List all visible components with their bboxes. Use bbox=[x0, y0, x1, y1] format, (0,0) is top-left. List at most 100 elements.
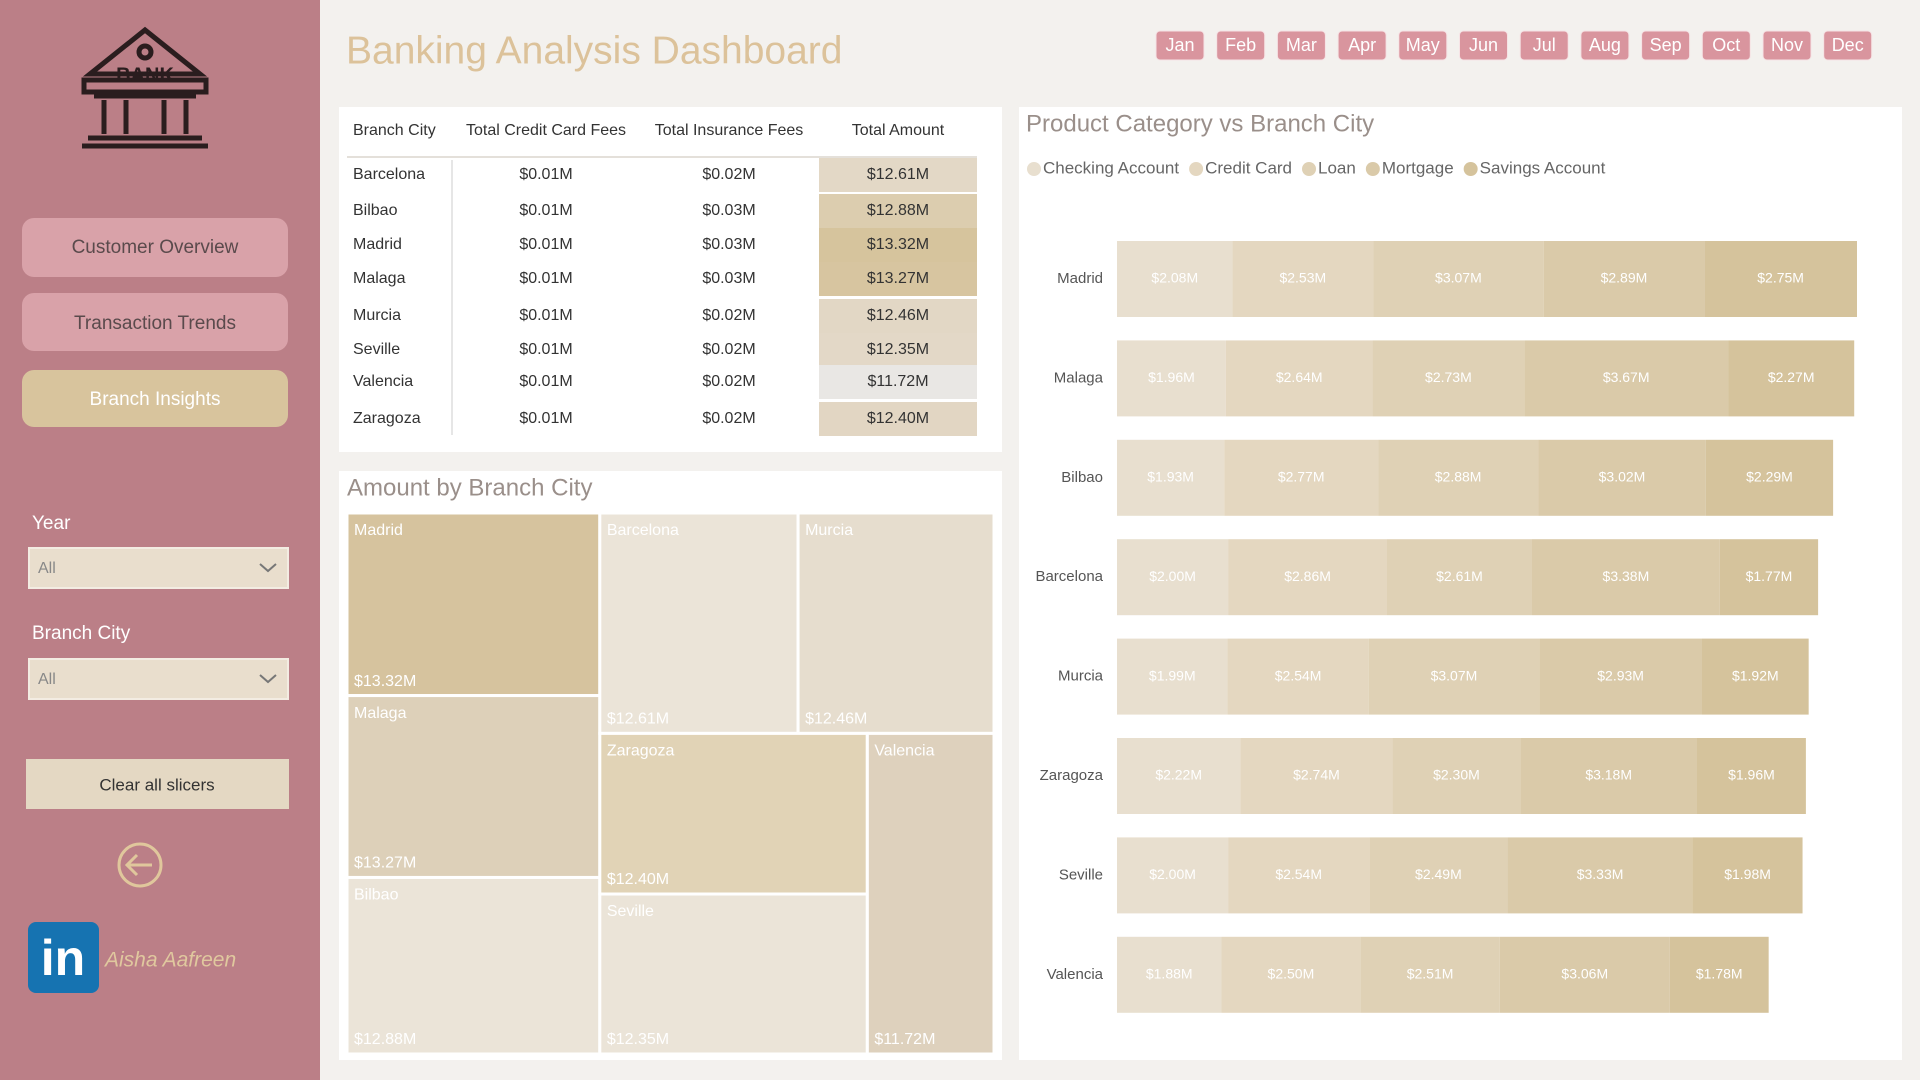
month-label[interactable]: Jan bbox=[1165, 35, 1194, 55]
table-cell: $0.02M bbox=[702, 341, 755, 358]
bar-segment bbox=[1117, 241, 1233, 317]
table-cell: $0.01M bbox=[519, 341, 572, 358]
month-button[interactable] bbox=[1762, 30, 1812, 61]
table-cell: Malaga bbox=[353, 270, 406, 287]
bar-segment bbox=[1373, 241, 1544, 317]
tile-value: $12.35M bbox=[607, 1031, 669, 1048]
month-button[interactable] bbox=[1823, 30, 1873, 61]
month-button[interactable] bbox=[1398, 30, 1448, 61]
month-label[interactable]: Nov bbox=[1771, 35, 1803, 55]
bar-segment bbox=[1227, 638, 1369, 715]
segment-label: $2.50M bbox=[1268, 966, 1315, 982]
month-button[interactable] bbox=[1580, 30, 1630, 61]
table-cell: $13.32M bbox=[867, 236, 929, 253]
bar-segment bbox=[1232, 241, 1374, 317]
segment-label: $2.00M bbox=[1149, 568, 1196, 584]
month-button[interactable] bbox=[1337, 30, 1387, 61]
table-cell: $0.01M bbox=[519, 373, 572, 390]
bar-segment bbox=[1372, 340, 1525, 417]
legend-dot bbox=[1302, 162, 1317, 176]
month-label[interactable]: Sep bbox=[1650, 35, 1682, 55]
tile-value: $12.88M bbox=[354, 1031, 416, 1048]
segment-label: $3.33M bbox=[1577, 866, 1624, 882]
segment-label: $2.08M bbox=[1151, 270, 1198, 286]
table-cell: $0.01M bbox=[519, 166, 572, 183]
linkedin-icon[interactable] bbox=[28, 922, 99, 993]
nav-label[interactable]: Branch Insights bbox=[90, 389, 221, 410]
legend-dot bbox=[1189, 162, 1204, 176]
month-label[interactable]: Jun bbox=[1469, 35, 1498, 55]
segment-label: $2.74M bbox=[1293, 767, 1340, 783]
bar-segment bbox=[1702, 638, 1809, 715]
bar-segment bbox=[1360, 936, 1500, 1013]
treemap-tile bbox=[345, 694, 602, 879]
month-button[interactable] bbox=[1459, 30, 1508, 61]
month-label[interactable]: Apr bbox=[1348, 35, 1376, 55]
bar-segment bbox=[1378, 439, 1539, 516]
segment-label: $2.93M bbox=[1597, 667, 1644, 683]
table-cell: Murcia bbox=[353, 307, 401, 324]
back-button[interactable] bbox=[117, 842, 163, 888]
amount-cell bbox=[819, 158, 977, 192]
back-circle[interactable] bbox=[117, 842, 163, 888]
segment-label: $2.54M bbox=[1275, 667, 1322, 683]
bar-segment bbox=[1499, 936, 1670, 1013]
tile-value: $12.40M bbox=[607, 871, 669, 888]
amount-cell bbox=[819, 299, 977, 333]
linkedin-text[interactable]: in bbox=[41, 930, 85, 986]
month-button[interactable] bbox=[1155, 30, 1205, 61]
dropdown-value[interactable]: All bbox=[38, 560, 56, 577]
month-button[interactable] bbox=[1216, 30, 1266, 61]
back-arrow[interactable] bbox=[124, 853, 152, 877]
segment-label: $1.96M bbox=[1148, 369, 1195, 385]
bar-segment bbox=[1228, 837, 1370, 914]
author: Aisha Aafreen bbox=[103, 949, 236, 972]
filter-label: Branch City bbox=[32, 623, 131, 644]
tile-value: $12.61M bbox=[607, 711, 669, 728]
dropdown[interactable] bbox=[28, 547, 289, 589]
clear-label[interactable]: Clear all slicers bbox=[99, 775, 214, 794]
segment-label: $1.99M bbox=[1149, 667, 1196, 683]
category-label: Bilbao bbox=[1061, 469, 1103, 486]
segment-label: $2.27M bbox=[1768, 369, 1815, 385]
month-label[interactable]: Dec bbox=[1832, 35, 1864, 55]
bar-segment bbox=[1705, 439, 1834, 516]
dropdown[interactable] bbox=[28, 658, 289, 700]
month-button[interactable] bbox=[1519, 30, 1569, 61]
month-label[interactable]: Aug bbox=[1589, 35, 1621, 55]
nav-button[interactable] bbox=[22, 218, 288, 277]
nav-button-active[interactable] bbox=[22, 370, 288, 427]
column-header: Total Amount bbox=[852, 122, 945, 139]
bar-segment bbox=[1704, 241, 1857, 317]
bar-segment bbox=[1719, 539, 1819, 616]
nav-label[interactable]: Customer Overview bbox=[72, 237, 239, 258]
tile-value: $13.32M bbox=[354, 673, 416, 690]
month-button[interactable] bbox=[1276, 30, 1326, 61]
segment-label: $3.38M bbox=[1603, 568, 1650, 584]
segment-label: $3.06M bbox=[1561, 966, 1608, 982]
dropdown-value[interactable]: All bbox=[38, 671, 56, 688]
nav-button[interactable] bbox=[22, 293, 288, 351]
month-label[interactable]: May bbox=[1406, 35, 1440, 55]
bar-segment bbox=[1117, 340, 1226, 417]
logo-text: BANK bbox=[116, 64, 174, 86]
logo-shape bbox=[81, 26, 209, 149]
month-button[interactable] bbox=[1701, 30, 1751, 61]
bar-segment bbox=[1117, 638, 1228, 715]
month-label[interactable]: Jul bbox=[1533, 35, 1556, 55]
month-label[interactable]: Feb bbox=[1225, 35, 1256, 55]
segment-label: $1.77M bbox=[1746, 568, 1793, 584]
clear-button[interactable] bbox=[26, 759, 289, 809]
segment-label: $1.88M bbox=[1146, 966, 1193, 982]
month-label[interactable]: Mar bbox=[1286, 35, 1317, 55]
legend-label: Credit Card bbox=[1205, 158, 1292, 177]
bar-segment bbox=[1117, 837, 1229, 914]
table-cell: $12.88M bbox=[867, 202, 929, 219]
nav-label[interactable]: Transaction Trends bbox=[74, 313, 236, 334]
month-label[interactable]: Oct bbox=[1712, 35, 1740, 55]
bar-segment bbox=[1221, 936, 1361, 1013]
treemap-title: Amount by Branch City bbox=[347, 474, 592, 501]
segment-label: $3.67M bbox=[1603, 369, 1650, 385]
segment-label: $2.89M bbox=[1601, 270, 1648, 286]
month-button[interactable] bbox=[1641, 30, 1691, 61]
